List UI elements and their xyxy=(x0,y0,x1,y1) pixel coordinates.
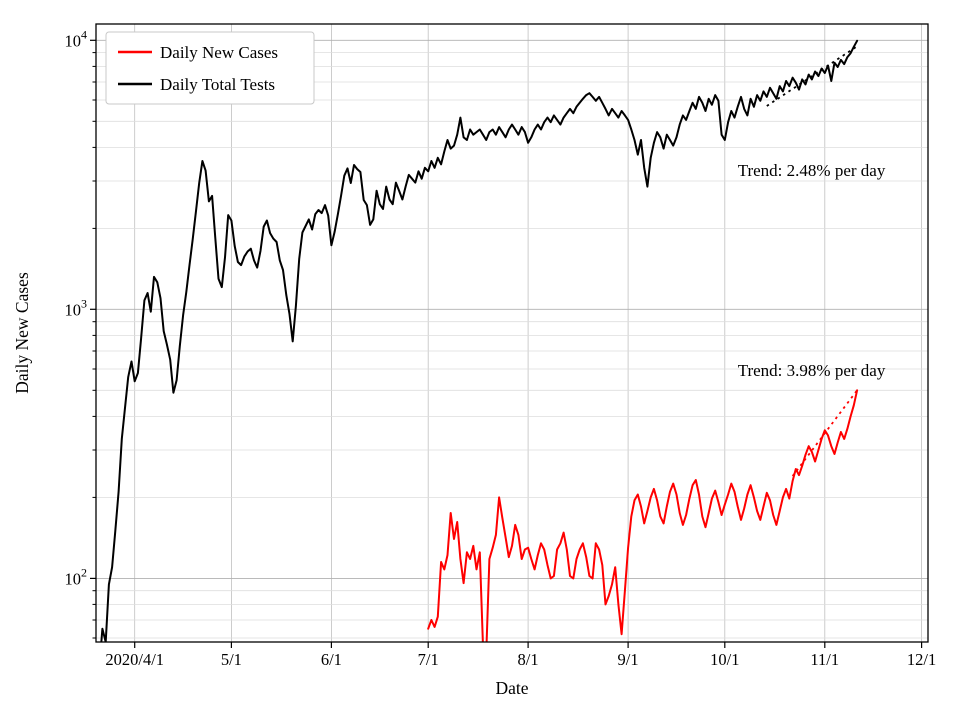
x-tick-label: 10/1 xyxy=(710,650,739,669)
legend-entry-daily-new-cases: Daily New Cases xyxy=(118,43,278,62)
x-tick-label: 2020/4/1 xyxy=(105,650,164,669)
trend-annotation: Trend: 2.48% per day xyxy=(738,161,886,180)
trend-annotation: Trend: 3.98% per day xyxy=(738,361,886,380)
x-tick-label: 5/1 xyxy=(221,650,242,669)
x-tick-label: 7/1 xyxy=(418,650,439,669)
x-tick-label: 9/1 xyxy=(618,650,639,669)
trend-line-tests-trend xyxy=(766,45,858,107)
y-tick-label: 104 xyxy=(65,27,88,50)
trend-line-cases-trend xyxy=(791,389,858,477)
series-line-daily-new-cases xyxy=(427,389,859,642)
legend-label: Daily Total Tests xyxy=(160,75,275,94)
y-axis-label: Daily New Cases xyxy=(12,272,32,394)
x-axis-label: Date xyxy=(495,678,528,698)
y-tick-label: 103 xyxy=(65,296,88,319)
series-line-daily-total-tests xyxy=(100,39,859,642)
plot-area-border xyxy=(95,23,929,643)
x-tick-label: 6/1 xyxy=(321,650,342,669)
x-tick-label: 11/1 xyxy=(810,650,839,669)
series-group xyxy=(100,39,859,642)
x-tick-label: 12/1 xyxy=(907,650,936,669)
legend-entry-daily-total-tests: Daily Total Tests xyxy=(118,75,275,94)
y-tick-label: 102 xyxy=(65,565,88,588)
legend: Daily New Cases Daily Total Tests xyxy=(105,31,315,105)
legend-box xyxy=(105,31,315,105)
legend-label: Daily New Cases xyxy=(160,43,278,62)
axes-ticks: 2020/4/1 5/1 6/1 7/1 8/1 9/1 10/1 11/1 12/1 102 10… xyxy=(65,27,937,669)
x-tick-label: 8/1 xyxy=(518,650,539,669)
